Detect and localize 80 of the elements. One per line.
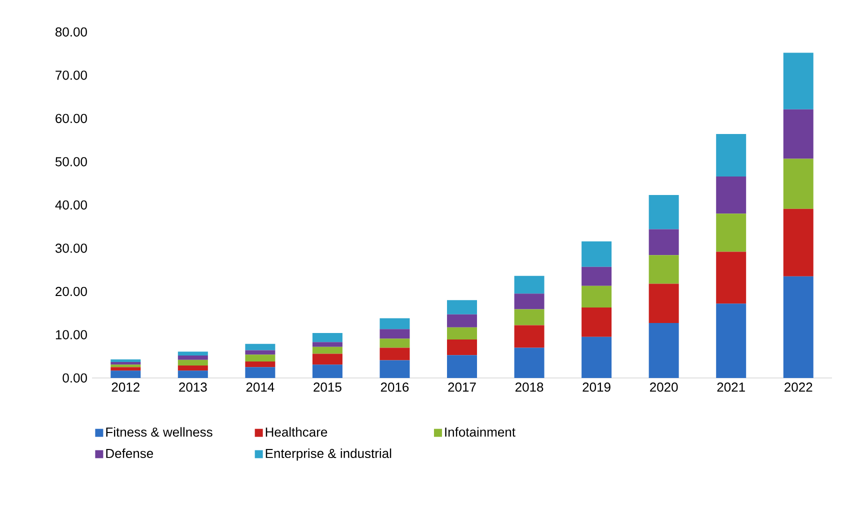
bar xyxy=(582,307,612,337)
bar xyxy=(110,364,141,368)
bar xyxy=(447,327,478,340)
bar xyxy=(245,344,276,350)
bar xyxy=(648,323,679,378)
bar xyxy=(514,276,544,294)
y-tick-label: 0.00 xyxy=(62,373,87,383)
bar xyxy=(648,284,679,324)
bar xyxy=(716,304,746,378)
x-tick-label: 2022 xyxy=(784,382,812,392)
bar xyxy=(245,362,276,368)
x-tick-label: 2017 xyxy=(448,382,476,392)
x-tick-label: 2013 xyxy=(179,382,207,392)
legend-label: Infotainment xyxy=(445,427,516,437)
legend-label: Healthcare xyxy=(266,427,328,437)
y-tick-label: 20.00 xyxy=(56,286,87,296)
x-tick-label: 2014 xyxy=(246,382,274,392)
bar xyxy=(514,348,544,378)
bar xyxy=(245,367,276,378)
bar xyxy=(110,370,141,378)
bar xyxy=(447,339,478,356)
bar xyxy=(312,346,342,354)
bar xyxy=(312,333,342,342)
y-tick-label: 10.00 xyxy=(56,330,87,340)
bar xyxy=(716,176,746,214)
y-tick-label: 30.00 xyxy=(55,244,87,253)
bar xyxy=(783,109,814,159)
bar xyxy=(783,276,814,378)
bar xyxy=(716,214,746,252)
bar xyxy=(716,252,746,304)
bar xyxy=(110,359,141,362)
bar xyxy=(110,367,141,371)
x-tick-label: 2019 xyxy=(582,382,610,392)
bar xyxy=(783,52,814,110)
x-tick-label: 2018 xyxy=(515,382,544,392)
bar xyxy=(178,360,208,366)
y-tick-label: 50.00 xyxy=(55,157,87,166)
x-tick-label: 2021 xyxy=(717,382,745,392)
bar xyxy=(648,229,679,256)
bar xyxy=(648,195,679,230)
bar xyxy=(582,266,612,286)
x-tick-label: 2020 xyxy=(650,382,678,392)
y-tick-label: 80.00 xyxy=(56,27,87,37)
bar xyxy=(514,309,544,326)
bar xyxy=(110,362,141,365)
bar xyxy=(716,134,746,176)
bar xyxy=(178,365,208,371)
bar xyxy=(514,294,544,310)
legend-label: Fitness & wellness xyxy=(106,427,212,437)
bar xyxy=(514,325,544,348)
x-tick-label: 2015 xyxy=(314,382,342,392)
bar xyxy=(380,338,410,348)
bar xyxy=(178,355,208,360)
bar xyxy=(178,370,208,378)
x-tick-label: 2016 xyxy=(380,382,409,392)
bar xyxy=(582,336,612,378)
bar xyxy=(447,300,478,314)
bar xyxy=(447,314,478,328)
bar xyxy=(312,364,342,378)
legend-label: Defense xyxy=(106,448,154,458)
bar xyxy=(380,329,410,339)
bar xyxy=(312,342,342,347)
bar xyxy=(582,286,612,308)
bar xyxy=(447,355,478,378)
bar xyxy=(312,354,342,365)
bar xyxy=(178,352,208,356)
bar xyxy=(380,318,410,330)
bar xyxy=(380,348,410,360)
bar xyxy=(245,350,276,355)
bar xyxy=(245,354,276,362)
y-tick-label: 60.00 xyxy=(56,114,87,124)
x-tick-label: 2012 xyxy=(112,382,140,392)
bar xyxy=(582,241,612,267)
bar xyxy=(648,255,679,284)
bar xyxy=(783,158,814,209)
bar xyxy=(783,208,814,276)
legend-label: Enterprise & industrial xyxy=(266,448,392,461)
bar xyxy=(380,360,410,378)
y-tick-label: 70.00 xyxy=(56,70,87,80)
y-tick-label: 40.00 xyxy=(55,200,87,210)
